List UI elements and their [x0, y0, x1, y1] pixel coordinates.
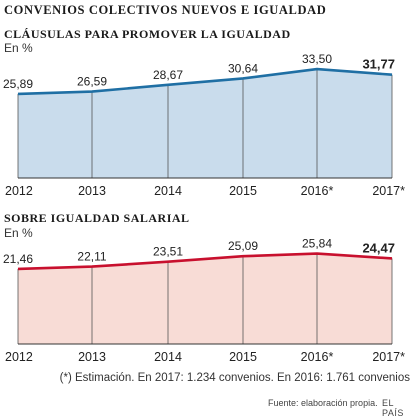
chart-2-x-tick-label: 2012: [5, 350, 33, 364]
chart-1-x-tick-label: 2013: [78, 184, 106, 195]
source-note: Fuente: elaboración propia.: [268, 398, 378, 408]
chart-1-x-tick-label: 2012: [5, 184, 33, 195]
chart-2-data-label: 25,09: [228, 239, 258, 253]
chart-1-area: [18, 69, 392, 178]
chart-1-data-label: 33,50: [302, 52, 332, 66]
chart-1-unit: En %: [4, 41, 33, 55]
chart-1-data-label: 25,89: [3, 77, 33, 91]
chart-2-x-tick-label: 2014: [154, 350, 182, 364]
chart-1-plot: 25,89 26,59 28,67 30,64 33,50 31,77 2012 2013 20…: [3, 52, 405, 195]
chart-1-x-tick-label: 2016*: [301, 184, 334, 195]
chart-1-x-tick-label: 2017*: [372, 184, 405, 195]
chart-2-series-line: [17, 252, 393, 271]
chart-2-data-label: 21,46: [3, 252, 33, 266]
chart-2-data-label: 24,47: [362, 240, 395, 255]
main-title: CONVENIOS COLECTIVOS NUEVOS E IGUALDAD: [4, 3, 327, 17]
chart-2-title: SOBRE IGUALDAD SALARIAL: [4, 211, 190, 225]
chart-2-x-tick-label: 2013: [78, 350, 106, 364]
chart-2-data-label: 22,11: [77, 250, 106, 264]
chart-2-plot: 21,46 22,11 23,51 25,09 25,84 24,47 2012 2013 20…: [3, 237, 405, 364]
chart-2-unit: En %: [4, 226, 33, 240]
chart-1-data-label: 30,64: [228, 61, 258, 75]
chart-1-data-label: 26,59: [77, 75, 107, 89]
chart-2-data-label: 23,51: [153, 245, 183, 259]
chart-1-data-label: 31,77: [362, 57, 395, 72]
chart-1-x-tick-label: 2014: [154, 184, 182, 195]
chart-1-series-line: [17, 67, 393, 96]
chart-1-title: CLÁUSULAS PARA PROMOVER LA IGUALDAD: [4, 27, 291, 41]
chart-2-x-tick-label: 2016*: [301, 350, 334, 364]
chart-2-x-tick-label: 2017*: [372, 350, 405, 364]
brand-label: EL PAÍS: [382, 398, 404, 418]
chart-2-x-tick-label: 2015: [229, 350, 257, 364]
footnote: (*) Estimación. En 2017: 1.234 convenios…: [59, 372, 410, 384]
chart-1-data-label: 28,67: [153, 68, 183, 82]
chart-1-x-tick-label: 2015: [229, 184, 257, 195]
chart-2-area: [18, 253, 392, 344]
chart-2-data-label: 25,84: [302, 237, 332, 251]
